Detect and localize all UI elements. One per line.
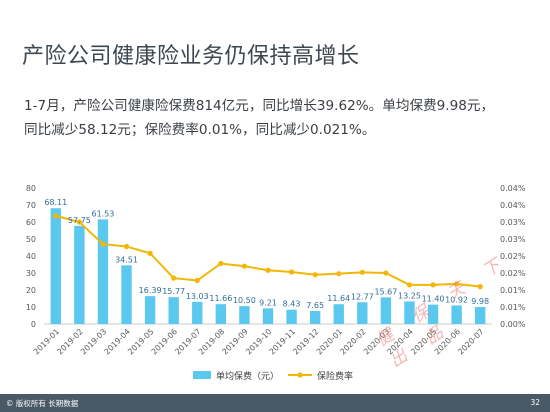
y-right-tick-label: 0.01% — [500, 303, 526, 312]
bar-2019-03 — [97, 219, 109, 324]
bar-2020-01 — [333, 304, 344, 324]
bar-value-label: 13.25 — [398, 291, 421, 300]
fee-rate-point-2019-12 — [312, 272, 318, 278]
y-left-tick-label: 10 — [26, 303, 36, 312]
fee-rate-point-2019-08 — [218, 260, 224, 267]
fee-rate-point-2019-04 — [123, 243, 130, 250]
fee-rate-point-2020-07 — [477, 284, 483, 290]
bar-value-label: 12.77 — [351, 292, 374, 301]
footer-bar: © 版权所有 长期数据 32 — [0, 394, 550, 412]
y-right-tick-label: 0.03% — [500, 218, 526, 227]
bar-2019-06 — [168, 297, 179, 324]
fee-rate-point-2019-06 — [171, 275, 177, 281]
bar-2019-04 — [121, 265, 132, 324]
fee-rate-point-2020-05 — [430, 282, 436, 288]
bar-2020-02 — [357, 302, 368, 324]
combo-chart: 0 10 20 30 40 50 60 70 80 0.00% 0.01% 0.01% 0.02% 0.0… — [26, 184, 526, 382]
legend-label-line: 保险费率 — [317, 370, 353, 382]
bar-value-label: 11.64 — [327, 294, 350, 303]
bar-value-label: 7.65 — [306, 301, 324, 310]
legend-swatch-dot — [297, 372, 303, 378]
fee-rate-point-2020-06 — [454, 281, 460, 287]
bar-value-label: 9.98 — [471, 297, 489, 306]
y-left-tick-label: 0 — [31, 320, 36, 329]
bar-value-label: 13.03 — [186, 292, 209, 301]
summary-line-1: 1-7月，产险公司健康险保费814亿元，同比增长39.62%。单均保费9.98元… — [24, 98, 495, 114]
x-tick-label-2020-07: 2020-07 — [456, 327, 485, 356]
fee-rate-point-2019-07 — [194, 277, 200, 284]
bar-2019-09 — [239, 306, 250, 324]
y-left-tick-label: 50 — [26, 235, 36, 244]
bar-2019-05 — [144, 296, 156, 324]
bar-2019-02 — [74, 225, 85, 324]
bar-value-label: 10.50 — [233, 296, 256, 305]
fee-rate-point-2020-02 — [359, 269, 365, 275]
fee-rate-point-2019-03 — [100, 241, 106, 247]
bar-2020-04 — [404, 301, 415, 324]
page-title: 产险公司健康险业务仍保持高增长 — [22, 44, 360, 69]
y-right-tick-label: 0.02% — [500, 269, 526, 278]
y-right-tick-label: 0.02% — [500, 252, 526, 261]
summary-line-2: 同比减少58.12元；保险费率0.01%，同比减少0.021%。 — [24, 122, 376, 138]
fee-rate-line — [55, 214, 481, 288]
bar-value-label: 68.11 — [44, 198, 67, 207]
bar-value-label: 10.92 — [445, 295, 468, 304]
bar-value-label: 11.66 — [209, 294, 232, 303]
fee-rate-point-2019-05 — [147, 250, 153, 256]
legend-label-bar: 单均保费（元） — [216, 370, 279, 382]
bar-2019-11 — [286, 309, 297, 324]
y-right-tick-label: 0.04% — [500, 184, 526, 193]
footer-copyright: © 版权所有 长期数据 — [6, 399, 79, 408]
y-right-tick-label: 0.04% — [500, 201, 526, 210]
fee-rate-point-2019-02 — [76, 219, 82, 225]
bar-value-label: 9.21 — [259, 298, 277, 307]
bar-value-label: 8.43 — [283, 300, 301, 309]
summary-text: 1-7月，产险公司健康险保费814亿元，同比增长39.62%。单均保费9.98元… — [24, 94, 534, 142]
bar-value-label: 11.40 — [422, 295, 445, 304]
bar-value-label: 15.67 — [374, 287, 397, 296]
y-left-tick-label: 70 — [26, 201, 36, 210]
y-left-tick-label: 60 — [26, 218, 36, 227]
bar-2019-10 — [262, 308, 274, 324]
fee-rate-point-2019-11 — [288, 269, 295, 275]
y-right-tick-label: 0.03% — [500, 235, 526, 244]
bar-2019-01 — [50, 208, 61, 324]
y-left-tick-label: 20 — [26, 286, 36, 295]
footer-page-number: 32 — [530, 398, 540, 407]
legend-swatch-bar — [193, 371, 211, 379]
fee-rate-point-2019-10 — [265, 267, 271, 273]
y-left-tick-label: 30 — [26, 269, 36, 278]
fee-rate-point-2019-09 — [241, 263, 248, 269]
bar-2019-08 — [215, 304, 227, 324]
y-left-tick-label: 80 — [26, 184, 36, 193]
bar-value-label: 34.51 — [115, 255, 138, 264]
fee-rate-point-2020-04 — [406, 282, 413, 288]
bar-2019-12 — [309, 310, 321, 324]
bar-value-label: 15.77 — [162, 287, 185, 296]
fee-rate-point-2019-01 — [53, 213, 59, 219]
y-left-tick-label: 40 — [26, 252, 36, 261]
bar-value-label: 57.75 — [68, 216, 91, 225]
bar-2020-06 — [451, 305, 462, 324]
bar-2019-07 — [192, 301, 203, 324]
fee-rate-point-2020-01 — [336, 271, 342, 277]
fee-rate-point-2020-03 — [383, 270, 389, 276]
bar-2020-03 — [380, 297, 392, 324]
bar-value-label: 61.53 — [91, 209, 114, 218]
bar-value-label: 16.39 — [139, 286, 162, 295]
y-right-tick-label: 0.01% — [500, 286, 526, 295]
bar-2020-07 — [475, 307, 486, 324]
bar-2020-05 — [427, 304, 439, 324]
y-right-tick-label: 0.00% — [500, 320, 526, 329]
